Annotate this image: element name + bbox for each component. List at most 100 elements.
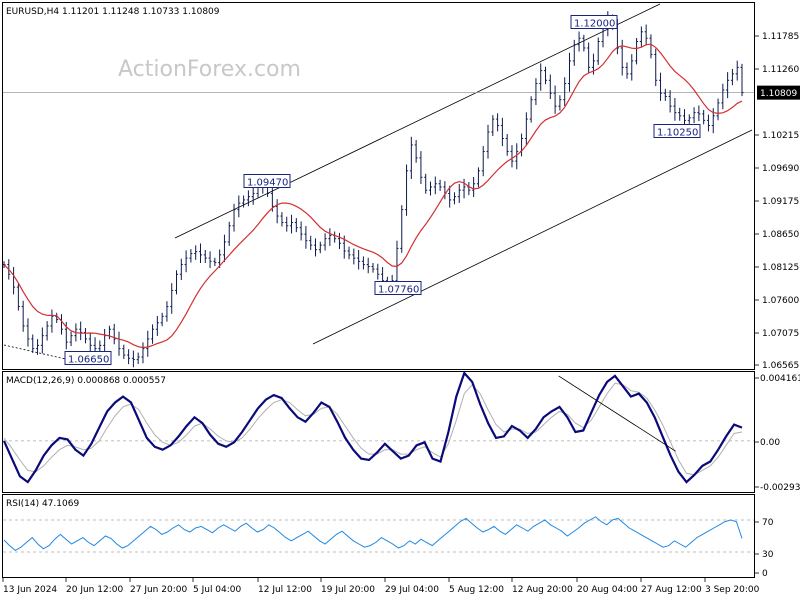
x-tick-label: 5 Jul 04:00 (193, 585, 242, 595)
ohlc-bar (462, 178, 466, 199)
ohlc-bar (40, 327, 44, 354)
ohlc-bar (83, 328, 87, 344)
ohlc-bar (160, 312, 164, 327)
ohlc-bar (107, 325, 111, 340)
price-y-tick-label: 1.11785 (762, 32, 799, 42)
ohlc-bar (558, 95, 562, 111)
macd-layer (2, 370, 754, 484)
price-y-tick-label: 1.07600 (762, 296, 799, 306)
ohlc-bar (347, 246, 351, 260)
support-dotted-line (3, 344, 71, 361)
ohlc-bar (553, 85, 557, 114)
ohlc-bar (735, 60, 739, 81)
ohlc-bar (438, 179, 442, 191)
ohlc-bar (294, 218, 298, 233)
level-marker: 1.12000 (570, 15, 618, 30)
ohlc-bar (472, 176, 476, 197)
x-tick-label: 20 Jun 12:00 (66, 585, 123, 595)
symbol-title: EURUSD,H4 1.11201 1.11248 1.10733 1.1080… (6, 7, 220, 17)
ohlc-bar (203, 249, 207, 263)
ohlc-bar (457, 183, 461, 203)
x-tick-label: 13 Jun 2024 (3, 585, 57, 595)
ohlc-bar (318, 241, 322, 254)
x-tick-label: 5 Aug 12:00 (449, 585, 504, 595)
ohlc-bar (582, 34, 586, 52)
ohlc-bar (587, 42, 591, 73)
ohlc-bar (515, 143, 519, 170)
price-y-tick-label: 1.08125 (762, 263, 799, 273)
x-tick-label: 3 Sep 20:00 (705, 585, 760, 595)
ohlc-bar (625, 62, 629, 79)
level-marker: 1.09470 (243, 174, 291, 189)
rsi-y-tick-label: 70 (762, 518, 774, 528)
watermark: ActionForex.com (118, 57, 301, 82)
rsi-layer (3, 516, 754, 553)
ohlc-bar (567, 52, 571, 92)
ohlc-bar (21, 300, 25, 332)
x-tick-label: 27 Jun 20:00 (130, 585, 187, 595)
ohlc-bar (673, 98, 677, 121)
ohlc-bar (285, 216, 289, 232)
ohlc-bar (429, 181, 433, 196)
ohlc-bar (687, 114, 691, 124)
macd-y-tick-label: 0.004161 (760, 374, 800, 384)
ohlc-bar (184, 250, 188, 273)
ohlc-bar (45, 321, 49, 341)
level-box (374, 281, 422, 295)
price-y-tick-label: 1.09690 (762, 164, 799, 174)
ohlc-bar (716, 98, 720, 121)
ohlc-bar (500, 117, 504, 147)
ohlc-bar (400, 205, 404, 253)
rsi-y-tick-label: 0 (762, 569, 768, 579)
x-tick-label: 12 Jul 12:00 (258, 585, 312, 595)
macd-signal-line (3, 382, 743, 476)
ohlc-bar (79, 321, 83, 341)
channel-upper-line (174, 3, 661, 239)
ohlc-bar (706, 114, 710, 132)
ohlc-bar (357, 249, 361, 270)
rsi-title: RSI(14) 47.1069 (6, 499, 79, 509)
ohlc-bar (510, 145, 514, 168)
ohlc-bar (496, 113, 500, 132)
ohlc-bar (649, 34, 653, 59)
macd-pane-frame (2, 371, 755, 493)
ohlc-bar (726, 72, 730, 99)
ohlc-bar (146, 330, 150, 357)
level-marker: 1.06650 (64, 351, 112, 366)
ohlc-bar (88, 332, 92, 352)
ohlc-bar (505, 134, 509, 156)
ohlc-bar (222, 234, 226, 263)
ohlc-bar (730, 68, 734, 86)
ohlc-bar (630, 54, 634, 81)
ohlc-bar (189, 249, 193, 263)
ohlc-bar (452, 192, 456, 205)
ohlc-bar (491, 115, 495, 136)
ohlc-bar (69, 331, 73, 347)
ohlc-bar (409, 136, 413, 179)
price-y-tick-label: 1.07075 (762, 329, 799, 339)
ohlc-bar (371, 263, 375, 273)
ohlc-bar (668, 90, 672, 113)
ohlc-bar (117, 331, 121, 356)
level-label: 1.10250 (657, 128, 698, 139)
rsi-y-tick-label: 30 (762, 550, 774, 560)
level-label: 1.06650 (68, 355, 109, 366)
ohlc-bar (563, 77, 567, 106)
ohlc-bar (313, 238, 317, 257)
ohlc-bar (544, 66, 548, 85)
ohlc-bar (170, 283, 174, 314)
ohlc-bar (419, 151, 423, 185)
ohlc-bar (299, 221, 303, 241)
ohlc-bar (280, 212, 284, 227)
ohlc-bar (433, 176, 437, 195)
ohlc-bar (654, 48, 658, 87)
ohlc-bar (692, 107, 696, 124)
ohlc-bar (481, 146, 485, 177)
ohlc-bar (678, 107, 682, 121)
ohlc-bar (31, 334, 35, 354)
ohlc-bar (55, 312, 59, 324)
price-pane-frame (2, 2, 755, 370)
ohlc-bar (333, 231, 337, 243)
price-y-tick-label: 1.09175 (762, 197, 799, 207)
ohlc-bar (242, 195, 246, 208)
